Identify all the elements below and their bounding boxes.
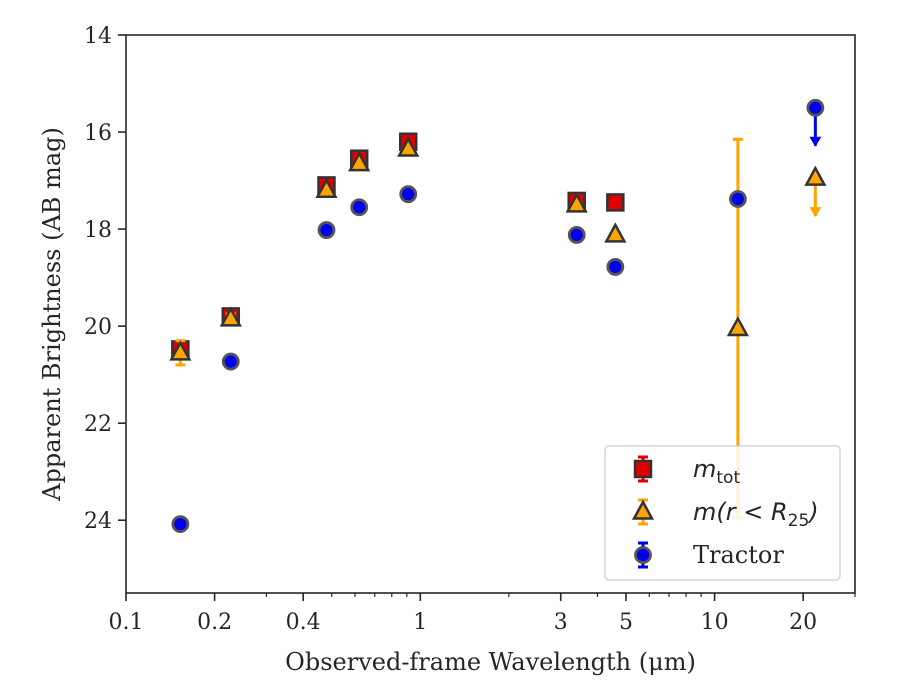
x-tick-label: 5 bbox=[619, 610, 633, 635]
data-marks bbox=[169, 98, 827, 533]
triangle-marker bbox=[397, 136, 420, 157]
upper-limit-arrowhead bbox=[809, 136, 822, 147]
legend-box bbox=[604, 445, 841, 581]
y-tick-label: 14 bbox=[84, 24, 112, 49]
legend-label: Tractor bbox=[693, 541, 784, 569]
circle-marker bbox=[806, 98, 825, 117]
plot-frame bbox=[125, 34, 856, 594]
legend-entry-mtot: mtot bbox=[633, 455, 740, 488]
legend-entry-tractor: Tractor bbox=[634, 541, 784, 569]
x-tick-label: 3 bbox=[554, 610, 568, 635]
x-tick-label: 20 bbox=[789, 610, 817, 635]
triangle-marker bbox=[169, 340, 192, 361]
circle-marker bbox=[728, 190, 747, 208]
y-tick-label: 18 bbox=[84, 218, 112, 243]
x-tick-label: 0.2 bbox=[197, 610, 232, 635]
square-marker bbox=[633, 459, 653, 479]
circle-marker bbox=[399, 185, 418, 204]
axis-ticks: 0.1 0.2 0.4 1 3 5 10 20 14 16 18 20 22 24 bbox=[84, 24, 856, 635]
upper-limit-arrowhead bbox=[809, 207, 822, 218]
circle-marker bbox=[221, 352, 240, 371]
triangle-marker bbox=[604, 222, 627, 243]
circle-marker bbox=[567, 226, 586, 244]
y-tick-label: 16 bbox=[84, 121, 112, 146]
y-axis-title: Apparent Brightness (AB mag) bbox=[38, 127, 66, 502]
legend-label: mtot bbox=[693, 455, 740, 488]
series-tractor bbox=[171, 98, 825, 533]
x-tick-label: 0.4 bbox=[286, 610, 321, 635]
x-tick-label: 1 bbox=[413, 610, 427, 635]
triangle-marker bbox=[726, 315, 749, 337]
triangle-marker bbox=[565, 192, 588, 213]
y-tick-label: 24 bbox=[84, 509, 112, 534]
x-axis-title: Observed-frame Wavelength (μm) bbox=[285, 648, 696, 676]
x-tick-label: 0.1 bbox=[109, 610, 144, 635]
triangle-marker bbox=[315, 177, 338, 199]
circle-marker bbox=[606, 258, 625, 276]
triangle-marker bbox=[804, 165, 827, 186]
square-marker bbox=[606, 193, 625, 212]
legend: mtot m(r < R25) Tractor bbox=[604, 445, 841, 581]
circle-marker bbox=[634, 546, 652, 564]
y-tick-label: 22 bbox=[84, 412, 112, 437]
circle-marker bbox=[171, 515, 190, 533]
legend-entry-mr25: m(r < R25) bbox=[631, 498, 819, 531]
circle-marker bbox=[317, 221, 336, 239]
legend-label: m(r < R25) bbox=[693, 498, 819, 531]
y-tick-label: 20 bbox=[84, 315, 112, 340]
triangle-marker bbox=[348, 150, 371, 172]
triangle-marker bbox=[631, 499, 655, 520]
triangle-marker bbox=[219, 306, 242, 327]
circle-marker bbox=[350, 198, 369, 217]
x-tick-label: 10 bbox=[701, 610, 729, 635]
